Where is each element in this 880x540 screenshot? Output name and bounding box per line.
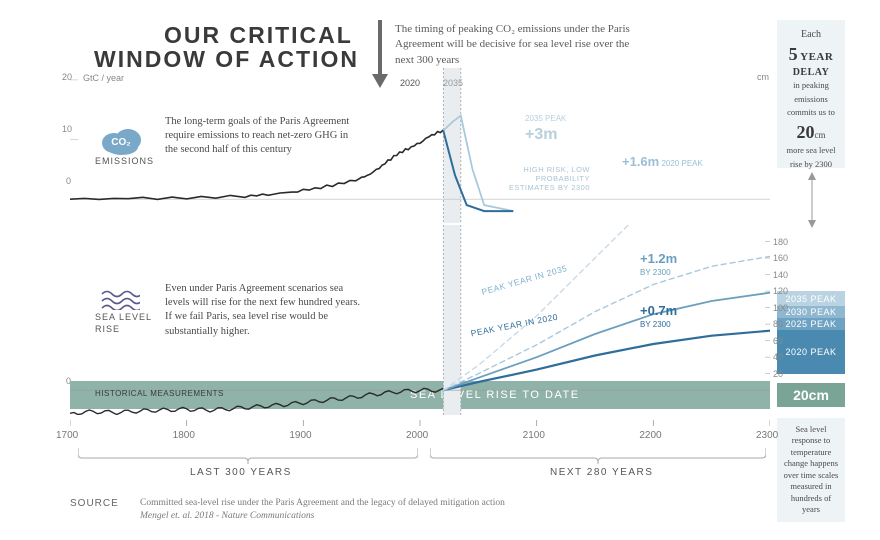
xtick-1800: 1800: [173, 430, 195, 441]
val-2020high-sub: 2020 PEAK: [659, 159, 703, 168]
val-2020: +0.7mBY 2300: [640, 302, 677, 329]
val-2020high: +1.6m 2020 PEAK: [622, 153, 703, 171]
em-x2035: 2035: [443, 78, 463, 88]
sb1-l2: 5: [789, 44, 798, 64]
bracket-right-icon: [430, 448, 766, 466]
co2-annotation: The long-term goals of the Paris Agreeme…: [165, 115, 350, 158]
val-2035: +1.2mBY 2300: [640, 250, 677, 277]
sb1-l5: in peaking emissions commits us to: [787, 80, 835, 117]
source-line2: Mengel et. al. 2018 - Nature Communicati…: [140, 511, 314, 521]
top-subtitle: The timing of peaking CO₂ emissions unde…: [395, 22, 650, 68]
historical-label: HISTORICAL MEASUREMENTS: [95, 389, 224, 398]
source-label: SOURCE: [70, 498, 119, 509]
em-x2020: 2020: [400, 78, 420, 88]
em-ylabel: GtC / year: [83, 73, 124, 83]
xtick-2300: 2300: [756, 430, 778, 441]
slr-rtick-160: 160: [773, 253, 788, 263]
sb1-l6: 20: [797, 122, 815, 142]
sidebar-response-box: Sea level response to temperature change…: [777, 418, 845, 522]
sb1-l1: Each: [801, 29, 821, 40]
peak-bar-2020-peak: 2020 PEAK: [777, 330, 845, 374]
main-title-line1: OUR CRITICAL: [164, 22, 353, 49]
slr-banner-value: 20cm: [777, 383, 845, 407]
slr-rtick-20: 20: [773, 369, 783, 379]
bracket-left-label: LAST 300 YEARS: [190, 467, 292, 478]
co2-cloud-icon: CO₂: [98, 125, 144, 155]
slr-rtick-80: 80: [773, 319, 783, 329]
svg-text:CO₂: CO₂: [111, 137, 130, 148]
sidebar-delay-box: Each 5 YEAR DELAY in peaking emissions c…: [777, 20, 845, 168]
sb1-l4: DELAY: [793, 67, 830, 78]
slr-rtick-60: 60: [773, 336, 783, 346]
xtick-2100: 2100: [523, 430, 545, 441]
slr-rtick-40: 40: [773, 352, 783, 362]
val-2035high-sub: 2035 PEAK: [525, 114, 566, 123]
sb1-l8: more sea level rise by 2300: [786, 145, 835, 169]
em-y20: 20: [62, 72, 72, 82]
source-line1: Committed sea-level rise under the Paris…: [140, 498, 505, 508]
bracket-right-label: NEXT 280 YEARS: [550, 467, 653, 478]
slr-rtick-140: 140: [773, 270, 788, 280]
xtick-1900: 1900: [289, 430, 311, 441]
peak-bar-2025-peak: 2025 PEAK: [777, 318, 845, 330]
source-text: Committed sea-level rise under the Paris…: [140, 497, 690, 524]
slr-rtick-100: 100: [773, 303, 788, 313]
xtick-1700: 1700: [56, 430, 78, 441]
slr-rtick-120: 120: [773, 286, 788, 296]
em-y0: 0: [66, 176, 71, 186]
val-2035high: 2035 PEAK +3m: [525, 108, 566, 144]
emissions-icon-label: EMISSIONS: [95, 156, 154, 166]
sb1-l7: cm: [815, 130, 826, 140]
xtick-2000: 2000: [406, 430, 428, 441]
bracket-left-icon: [78, 448, 418, 466]
cm-unit: cm: [757, 72, 769, 82]
em-y10: 10: [62, 124, 72, 134]
sb1-l3: YEAR: [800, 51, 833, 63]
slr-rtick-180: 180: [773, 237, 788, 247]
xtick-2200: 2200: [639, 430, 661, 441]
curve-label-highrisk: HIGH RISK, LOW PROBABILITY ESTIMATES BY …: [495, 165, 590, 192]
sidebar-arrow-icon: [806, 170, 818, 230]
